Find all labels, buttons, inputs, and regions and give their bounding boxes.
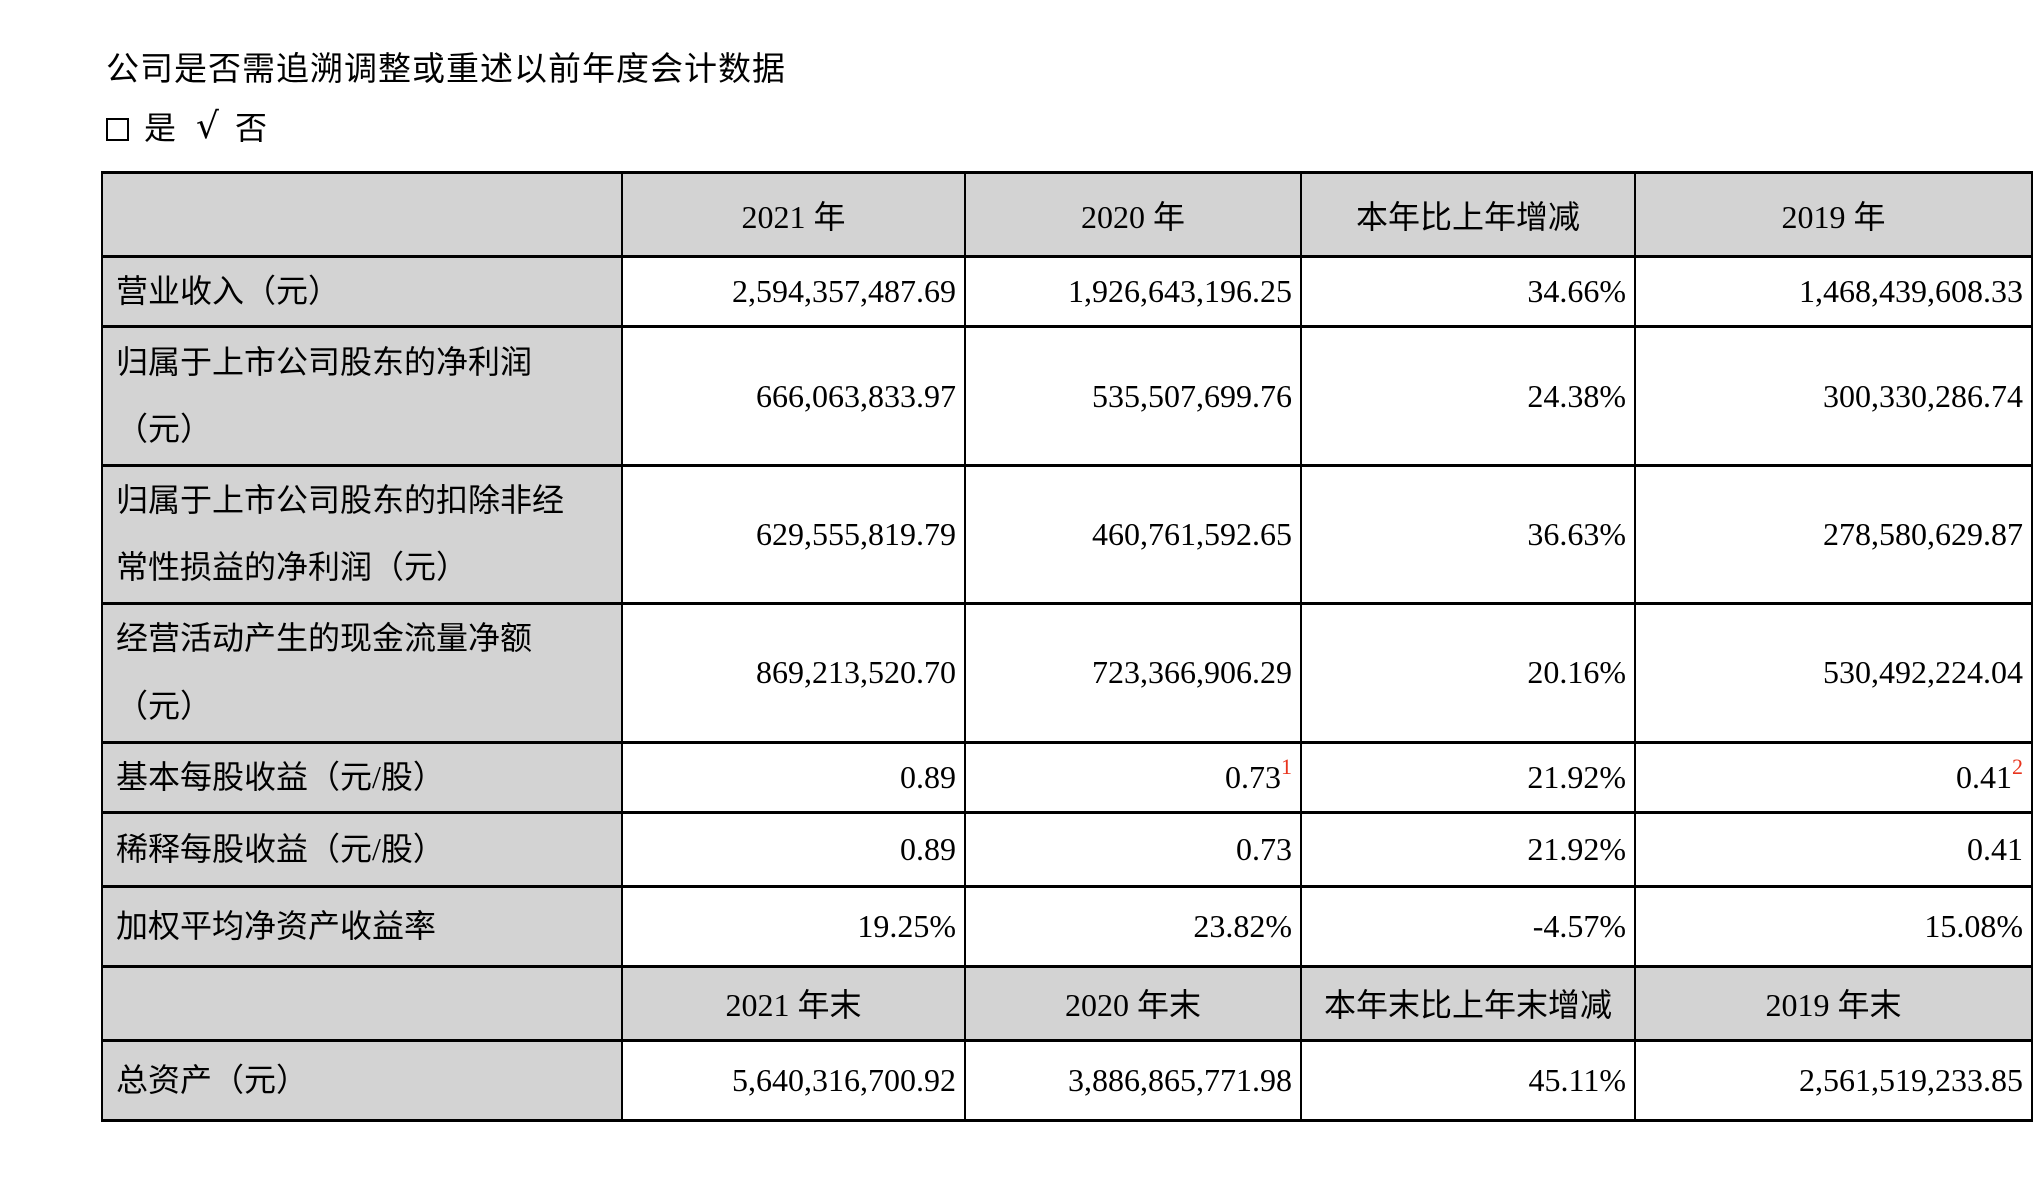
header-change: 本年比上年增减 bbox=[1300, 171, 1636, 258]
value-2019: 15.08% bbox=[1634, 884, 2033, 968]
header-blank-cell bbox=[101, 171, 623, 258]
option-no-label: 否 bbox=[234, 110, 267, 146]
header-2019: 2019 年 bbox=[1634, 171, 2033, 258]
value-2019: 300,330,286.74 bbox=[1634, 325, 2033, 468]
option-yes-label: 是 bbox=[144, 110, 177, 146]
value-2019: 1,468,439,608.33 bbox=[1634, 254, 2033, 329]
value-2021: 666,063,833.97 bbox=[621, 325, 966, 468]
table-row-total-assets: 总资产（元） 5,640,316,700.92 3,886,865,771.98… bbox=[101, 1038, 2033, 1122]
metric-label: 营业收入（元） bbox=[101, 254, 623, 329]
value-2021: 0.89 bbox=[621, 740, 966, 814]
restatement-choice-line: 是 √ 否 bbox=[106, 103, 267, 149]
value-2019: 530,492,224.04 bbox=[1634, 601, 2033, 744]
table-row-diluted-eps: 稀释每股收益（元/股） 0.89 0.73 21.92% 0.41 bbox=[101, 810, 2033, 888]
header-2019-end: 2019 年末 bbox=[1634, 964, 2033, 1042]
footnote-ref-1: 1 bbox=[1281, 754, 1292, 779]
header-2020: 2020 年 bbox=[964, 171, 1302, 258]
value-2020: 460,761,592.65 bbox=[964, 464, 1302, 605]
metric-label: 稀释每股收益（元/股） bbox=[101, 810, 623, 888]
value-2021: 5,640,316,700.92 bbox=[621, 1038, 966, 1122]
metric-label: 基本每股收益（元/股） bbox=[101, 740, 623, 814]
table-row-operating-cash-flow: 经营活动产生的现金流量净额 （元） 869,213,520.70 723,366… bbox=[101, 601, 2033, 744]
value-2021: 629,555,819.79 bbox=[621, 464, 966, 605]
value-text: 0.73 bbox=[1225, 758, 1281, 795]
value-2020: 23.82% bbox=[964, 884, 1302, 968]
value-2020: 723,366,906.29 bbox=[964, 601, 1302, 744]
value-2019: 0.41 bbox=[1634, 810, 2033, 888]
check-mark-icon: √ bbox=[196, 105, 219, 147]
metric-label: 经营活动产生的现金流量净额 （元） bbox=[101, 601, 623, 744]
value-change: -4.57% bbox=[1300, 884, 1636, 968]
restatement-question: 公司是否需追溯调整或重述以前年度会计数据 bbox=[106, 52, 786, 88]
table-row-net-profit-excl-nonrecurring: 归属于上市公司股东的扣除非经 常性损益的净利润（元） 629,555,819.7… bbox=[101, 464, 2033, 605]
header-end-change: 本年末比上年末增减 bbox=[1300, 964, 1636, 1042]
metric-label: 归属于上市公司股东的扣除非经 常性损益的净利润（元） bbox=[101, 464, 623, 605]
value-change: 34.66% bbox=[1300, 254, 1636, 329]
unchecked-checkbox-icon bbox=[106, 117, 129, 141]
value-change: 36.63% bbox=[1300, 464, 1636, 605]
value-2020: 1,926,643,196.25 bbox=[964, 254, 1302, 329]
value-2021: 2,594,357,487.69 bbox=[621, 254, 966, 329]
value-text: 0.41 bbox=[1956, 758, 2012, 795]
value-change: 45.11% bbox=[1300, 1038, 1636, 1122]
value-2019: 0.412 bbox=[1634, 740, 2033, 814]
table-row-revenue: 营业收入（元） 2,594,357,487.69 1,926,643,196.2… bbox=[101, 254, 2033, 329]
value-2021: 19.25% bbox=[621, 884, 966, 968]
header-blank-cell bbox=[101, 964, 623, 1042]
metric-label: 加权平均净资产收益率 bbox=[101, 884, 623, 968]
value-2021: 0.89 bbox=[621, 810, 966, 888]
year-header-row: 2021 年 2020 年 本年比上年增减 2019 年 bbox=[101, 171, 2033, 258]
value-2020: 3,886,865,771.98 bbox=[964, 1038, 1302, 1122]
table-row-net-profit: 归属于上市公司股东的净利润 （元） 666,063,833.97 535,507… bbox=[101, 325, 2033, 468]
value-change: 21.92% bbox=[1300, 810, 1636, 888]
value-2020: 0.73 bbox=[964, 810, 1302, 888]
value-change: 20.16% bbox=[1300, 601, 1636, 744]
footnote-ref-2: 2 bbox=[2012, 754, 2023, 779]
header-2021: 2021 年 bbox=[621, 171, 966, 258]
metric-label: 总资产（元） bbox=[101, 1038, 623, 1122]
yearend-header-row: 2021 年末 2020 年末 本年末比上年末增减 2019 年末 bbox=[101, 964, 2033, 1042]
header-2021-end: 2021 年末 bbox=[621, 964, 966, 1042]
table-row-weighted-roe: 加权平均净资产收益率 19.25% 23.82% -4.57% 15.08% bbox=[101, 884, 2033, 968]
table-row-basic-eps: 基本每股收益（元/股） 0.89 0.731 21.92% 0.412 bbox=[101, 740, 2033, 814]
value-2019: 278,580,629.87 bbox=[1634, 464, 2033, 605]
financial-summary-table: 2021 年 2020 年 本年比上年增减 2019 年 营业收入（元） 2,5… bbox=[101, 171, 2033, 1122]
metric-label: 归属于上市公司股东的净利润 （元） bbox=[101, 325, 623, 468]
value-change: 21.92% bbox=[1300, 740, 1636, 814]
value-2021: 869,213,520.70 bbox=[621, 601, 966, 744]
header-2020-end: 2020 年末 bbox=[964, 964, 1302, 1042]
value-2020: 0.731 bbox=[964, 740, 1302, 814]
value-2020: 535,507,699.76 bbox=[964, 325, 1302, 468]
value-change: 24.38% bbox=[1300, 325, 1636, 468]
value-2019: 2,561,519,233.85 bbox=[1634, 1038, 2033, 1122]
